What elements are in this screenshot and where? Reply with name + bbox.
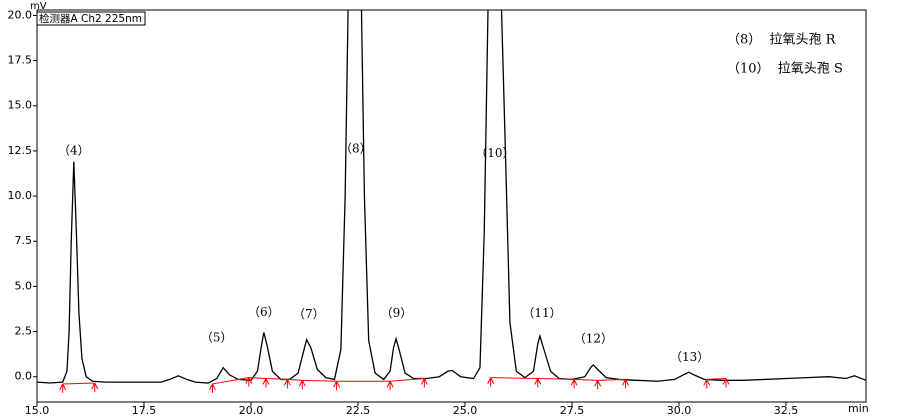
legend-note: （8） 拉氧头孢 R bbox=[727, 33, 837, 48]
y-tick-label: 2.5 bbox=[15, 325, 33, 338]
baseline-marker bbox=[298, 380, 306, 390]
peak-label: （12） bbox=[574, 331, 613, 345]
peak-label: （5） bbox=[201, 330, 233, 344]
y-tick-label: 12.5 bbox=[8, 144, 33, 157]
y-tick-label: 7.5 bbox=[15, 234, 33, 247]
y-tick-label: 20.0 bbox=[8, 8, 33, 21]
baseline-marker bbox=[91, 382, 99, 393]
detector-box bbox=[36, 11, 146, 26]
peak-label: （6） bbox=[248, 305, 280, 319]
detector-label: 检测器A Ch2 225nm bbox=[39, 12, 142, 25]
y-axis-label: mV bbox=[30, 1, 47, 12]
plot-frame bbox=[36, 9, 867, 403]
baseline-marker bbox=[420, 378, 428, 388]
x-tick-label: 17.5 bbox=[132, 404, 157, 416]
y-tick-label: 17.5 bbox=[8, 54, 33, 67]
baseline-marker bbox=[245, 377, 253, 387]
x-tick-label: 25.0 bbox=[453, 404, 478, 416]
baseline-marker bbox=[262, 378, 270, 388]
peak-label: （8） bbox=[340, 142, 372, 156]
baseline-marker bbox=[59, 383, 67, 393]
x-tick-label: 22.5 bbox=[346, 404, 371, 416]
peak-label: （13） bbox=[670, 350, 709, 364]
baseline-marker bbox=[622, 379, 629, 389]
x-tick-label: 30.0 bbox=[667, 404, 692, 416]
baseline-marker bbox=[570, 379, 578, 389]
y-tick-label: 5.0 bbox=[15, 279, 33, 292]
baseline-marker bbox=[386, 381, 394, 391]
y-tick-label: 15.0 bbox=[8, 99, 33, 112]
y-tick-label: 10.0 bbox=[8, 189, 33, 202]
baseline-marker bbox=[534, 378, 542, 388]
baseline-line bbox=[62, 377, 727, 385]
baseline-marker bbox=[209, 383, 216, 393]
peak-label: （11） bbox=[522, 306, 561, 320]
x-tick-label: 15.0 bbox=[25, 404, 50, 416]
chromatogram-trace bbox=[37, 10, 866, 384]
baseline-marker bbox=[594, 380, 602, 390]
peak-label: （9） bbox=[381, 306, 413, 320]
y-tick-label: 0.0 bbox=[15, 370, 33, 383]
baseline-marker bbox=[283, 379, 291, 389]
legend-note: （10） 拉氧头孢 S bbox=[727, 62, 843, 77]
peak-label: （10） bbox=[475, 146, 514, 160]
peak-label: （4） bbox=[58, 143, 90, 157]
plot-area bbox=[37, 10, 866, 393]
baseline-marker bbox=[333, 381, 341, 391]
baseline-marker bbox=[703, 379, 711, 389]
x-tick-label: 32.5 bbox=[774, 404, 799, 416]
baseline-marker bbox=[722, 378, 730, 388]
x-tick-label: 20.0 bbox=[239, 404, 264, 416]
peak-label: （7） bbox=[293, 307, 325, 321]
x-axis-label: min bbox=[848, 402, 869, 415]
x-tick-label: 27.5 bbox=[560, 404, 585, 416]
baseline-marker bbox=[487, 377, 495, 387]
